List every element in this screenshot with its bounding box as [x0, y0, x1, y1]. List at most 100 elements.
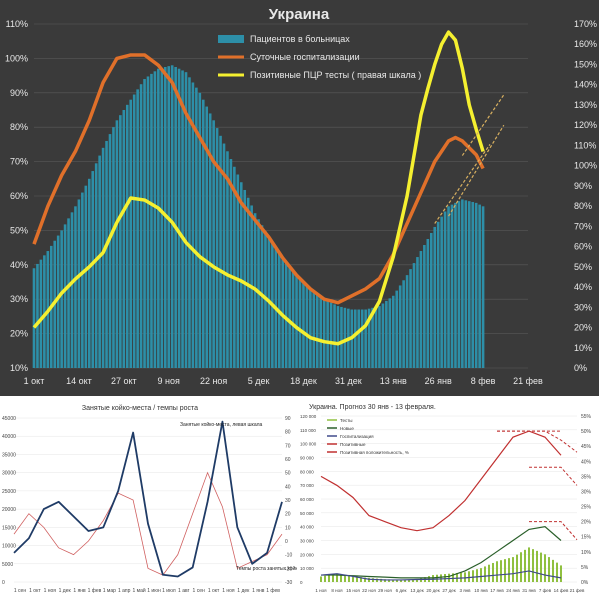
y-left-tick-label: 10%: [10, 363, 28, 373]
hospital-bar: [319, 296, 323, 368]
y-right-tick-label: 70%: [574, 221, 592, 231]
forecast-line: [497, 430, 578, 453]
hospital-bar: [340, 306, 343, 368]
hospital-bar: [36, 263, 39, 368]
x-tick-label: 3 янв: [459, 588, 471, 593]
hospital-bar: [291, 270, 295, 368]
x-tick-label: 1 авг: [178, 588, 190, 594]
hospital-bar: [150, 73, 153, 368]
hospital-bar: [385, 300, 388, 368]
hospital-bar: [198, 92, 202, 369]
annotation-beds: Занятые койко-места, левая шкала: [180, 421, 263, 428]
x-tick-label: 1 сен: [193, 588, 205, 594]
y-right-tick-label: 50%: [574, 262, 592, 272]
y-left-tick-label: 90 000: [300, 456, 314, 461]
tests-bar: [520, 552, 522, 582]
x-tick-label: 31 дек: [335, 376, 362, 386]
x-tick-label: 27 окт: [111, 376, 137, 386]
tests-bar: [416, 579, 418, 582]
x-tick-label: 15 ноя: [346, 588, 360, 593]
tests-bar: [436, 574, 438, 582]
pcr-forecast-line: [461, 94, 505, 156]
x-tick-label: 9 ноя: [158, 376, 180, 386]
y-left-tick-label: 40000: [2, 434, 16, 440]
x-tick-label: 6 дек: [396, 588, 407, 593]
legend-label: Новые: [340, 426, 354, 431]
x-tick-label: 17 янв: [490, 588, 504, 593]
hospital-bar: [305, 285, 309, 368]
y-right-tick-label: 150%: [574, 59, 597, 69]
hospitalizations-line: [32, 53, 485, 305]
hospital-bar: [464, 200, 468, 368]
y-left-tick-label: 60 000: [300, 497, 314, 502]
x-tick-label: 1 окт: [208, 588, 220, 594]
hospital-bar: [357, 309, 361, 368]
hospital-bar: [336, 306, 340, 368]
tests-bar: [336, 573, 338, 582]
hospital-bar: [312, 291, 316, 368]
hospital-bar: [191, 82, 195, 368]
y-right-tick-label: 15%: [581, 535, 592, 541]
hospital-bar: [288, 266, 291, 368]
tests-bar: [504, 559, 506, 582]
hospital-bar: [139, 84, 143, 368]
tests-bar: [548, 557, 550, 582]
hosp-forecast-line: [434, 144, 491, 224]
y-right-tick-label: 40%: [574, 282, 592, 292]
y-left-tick-label: 30000: [2, 471, 16, 477]
hospital-bar: [233, 166, 236, 368]
y-right-tick-label: 20: [285, 512, 291, 518]
y-right-tick-label: -20: [285, 566, 292, 572]
hospital-bar: [374, 306, 378, 368]
y-right-tick-label: 50%: [581, 429, 592, 435]
hospital-bar: [402, 280, 405, 368]
tests-bar: [556, 562, 558, 582]
y-right-tick-label: 0%: [574, 363, 587, 373]
x-tick-label: 1 дек: [237, 588, 250, 594]
x-tick-label: 1 янв: [252, 588, 265, 594]
hospital-bar: [364, 309, 367, 368]
hospital-bar: [284, 262, 288, 368]
hospital-bar: [426, 239, 430, 368]
y-right-tick-label: 20%: [581, 520, 592, 526]
x-tick-label: 1 май: [133, 587, 146, 594]
hospital-bar: [398, 285, 402, 368]
tests-bar: [500, 560, 502, 582]
tests-bar: [408, 579, 410, 582]
y-right-tick-label: 160%: [574, 39, 597, 49]
y-left-tick-label: 5000: [2, 562, 13, 568]
y-left-tick-label: 0: [300, 580, 303, 585]
y-right-tick-label: 130%: [574, 100, 597, 110]
hospital-bar: [125, 104, 129, 368]
x-tick-label: 31 янв: [522, 588, 536, 593]
y-left-tick-label: 0: [2, 580, 5, 586]
y-left-tick-label: 30 000: [300, 539, 314, 544]
tests-bar: [324, 575, 326, 582]
y-right-tick-label: 10%: [574, 343, 592, 353]
legend-label: Пациентов в больницах: [250, 34, 350, 44]
beds-growth-chart-panel: Занятые койко-места / темпы роста 0 5000 10…: [0, 398, 297, 600]
hospital-bar: [429, 232, 433, 368]
hospital-bar: [474, 202, 478, 368]
hospital-bar: [360, 309, 364, 368]
y-right-tick-label: 100%: [574, 161, 597, 171]
x-tick-label: 1 сен: [14, 588, 26, 594]
x-tick-label: 8 фев: [471, 376, 496, 386]
tests-bar: [360, 577, 362, 582]
hospital-bar: [170, 65, 174, 368]
tests-bar: [444, 574, 446, 582]
hospital-bar: [181, 70, 184, 368]
x-tick-label: 1 фев: [88, 588, 102, 594]
x-tick-label: 13 дек: [410, 588, 423, 593]
hospital-bar: [433, 226, 437, 368]
tests-bar: [348, 575, 350, 582]
hospital-bar: [122, 110, 126, 368]
hospital-bar: [153, 71, 157, 369]
annotation-growth: Темпы роста занятых койко-мест: [236, 565, 297, 572]
y-right-tick-label: 90%: [574, 181, 592, 191]
tests-bar: [544, 554, 546, 582]
hospital-bar: [143, 79, 146, 368]
y-left-tick-label: 100 000: [300, 442, 317, 447]
y-right-tick-label: 0%: [581, 580, 589, 586]
y-right-tick-label: 30%: [581, 489, 592, 495]
